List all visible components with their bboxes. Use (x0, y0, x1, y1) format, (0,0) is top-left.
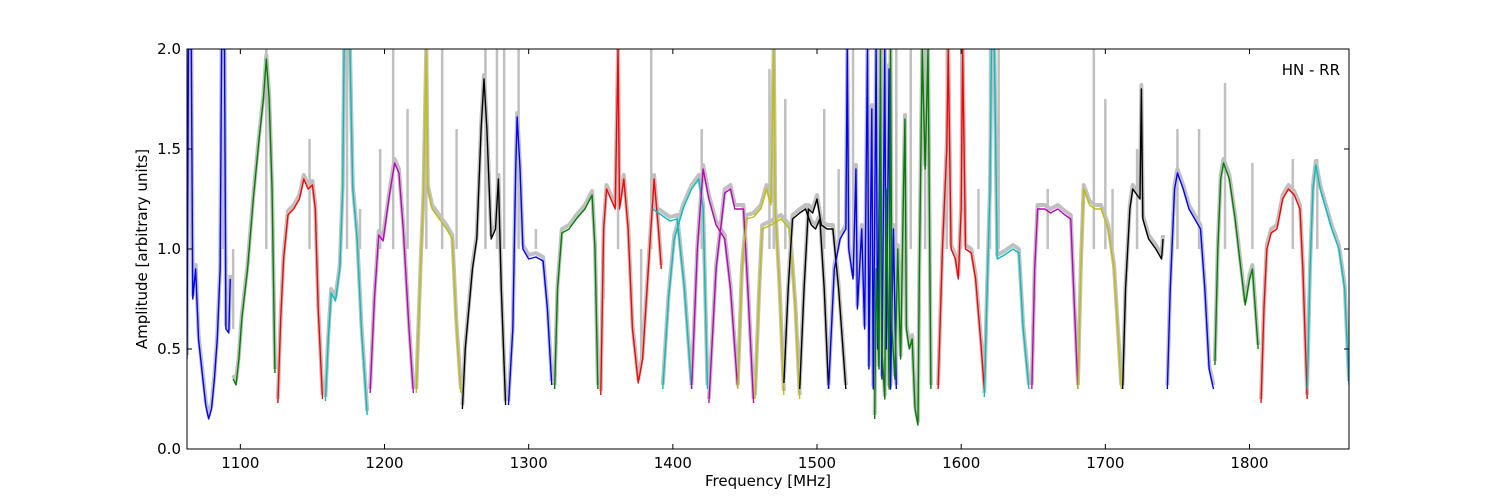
series-line-subband-22 (983, 49, 1030, 398)
y-axis-label: Amplitude [arbitrary units] (133, 149, 151, 349)
series-line-subband-4 (324, 49, 368, 416)
y-tick-label: 2.0 (157, 40, 181, 58)
series-line-subband-27 (1214, 162, 1259, 366)
y-tick-label: 1.5 (157, 140, 181, 158)
series-line-subband-28 (1260, 188, 1308, 404)
series-line-subband-10 (600, 49, 663, 396)
series-layer (187, 49, 1349, 426)
y-tick-label: 0.0 (157, 440, 181, 458)
x-tick-label: 1300 (510, 454, 548, 472)
series-line-subband-19 (827, 49, 898, 390)
series-line-subband-8 (507, 116, 553, 406)
series-line-subband-11 (652, 208, 693, 390)
series-line-subband-21 (937, 49, 985, 390)
series-line-subband-29 (1306, 164, 1349, 390)
series-line-subband-6 (415, 49, 462, 394)
series-line-subband-2 (232, 58, 276, 386)
y-tick-label: 0.5 (157, 340, 181, 358)
series-line-subband-24 (1077, 188, 1122, 390)
series-line-subband-13 (690, 168, 739, 390)
series-line-subband-3 (277, 178, 324, 404)
series-line-subband-26 (1166, 172, 1215, 390)
series-line-subband-12 (662, 178, 709, 390)
x-tick-label: 1700 (1086, 454, 1124, 472)
chart-annotation: HN - RR (1282, 61, 1340, 79)
series-line-subband-5 (369, 162, 415, 394)
series-line-subband-9 (553, 194, 599, 390)
series-line-subband-14 (708, 188, 755, 404)
y-tick-label: 1.0 (157, 240, 181, 258)
x-tick-label: 1200 (365, 454, 403, 472)
x-tick-label: 1600 (942, 454, 980, 472)
series-line-subband-16 (754, 218, 801, 400)
x-tick-label: 1100 (221, 454, 259, 472)
x-axis: 1100 1200 1300 1400 1500 1600 1700 1800 (221, 49, 1269, 472)
y-axis: 0.0 0.5 1.0 1.5 2.0 (157, 40, 1349, 458)
x-tick-label: 1400 (654, 454, 692, 472)
series-line-subband-23 (1031, 208, 1079, 390)
plot-area (187, 49, 1349, 449)
x-axis-label: Frequency [MHz] (705, 472, 831, 490)
x-tick-label: 1800 (1230, 454, 1268, 472)
series-line-subband-25 (1121, 88, 1164, 390)
series-line-subband-20 (873, 49, 932, 426)
series-line-subband-1 (187, 49, 231, 420)
series-line-subband-7 (461, 78, 507, 410)
x-tick-label: 1500 (798, 454, 836, 472)
series-line-subband-15 (737, 49, 785, 396)
